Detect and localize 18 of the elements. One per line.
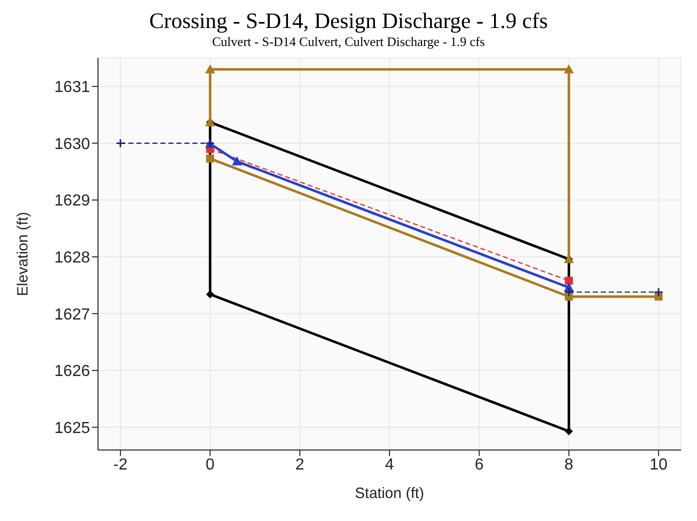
x-tick-label: 2 <box>295 456 304 474</box>
y-tick-label: 1626 <box>54 363 90 380</box>
y-axis-title: Elevation (ft) <box>14 212 32 296</box>
x-tick-label: 8 <box>564 456 574 474</box>
x-axis-title: Station (ft) <box>354 485 424 502</box>
y-tick-label: 1631 <box>54 79 90 96</box>
x-tick-label: -2 <box>113 456 128 474</box>
x-tick-label: 10 <box>650 456 668 474</box>
y-tick-label: 1628 <box>54 250 90 267</box>
y-tick-label: 1630 <box>54 136 90 153</box>
x-tick-label: 4 <box>385 456 394 474</box>
y-tick-label: 1625 <box>54 420 90 437</box>
chart-title: Crossing - S-D14, Design Discharge - 1.9 cfs <box>148 8 549 34</box>
x-tick-label: 0 <box>206 456 215 474</box>
x-tick-label: 6 <box>474 456 484 474</box>
y-tick-label: 1629 <box>54 192 90 210</box>
chart-subtitle: Culvert - S-D14 Culvert, Culvert Discharge - 1.9 cfs <box>211 34 486 50</box>
y-tick-label: 1627 <box>54 306 90 324</box>
